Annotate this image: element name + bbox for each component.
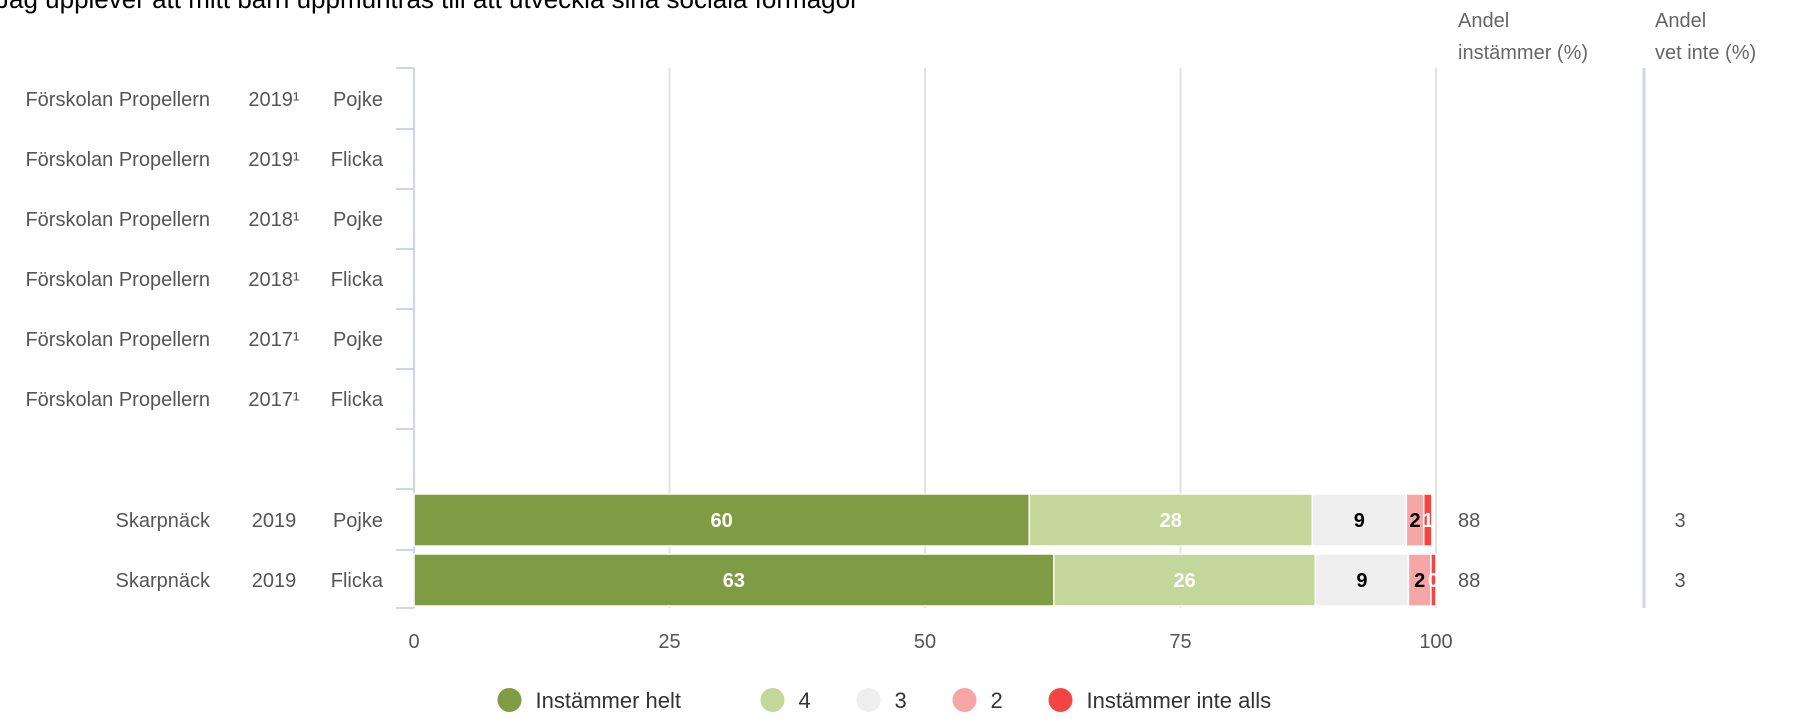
row-label-school: Förskolan Propellern bbox=[25, 329, 210, 351]
bar-segment bbox=[1422, 493, 1433, 547]
bar-data-label: 2 bbox=[1409, 510, 1420, 532]
legend-label: 2 bbox=[991, 688, 1003, 713]
bar-segment bbox=[1430, 553, 1437, 607]
legend-marker bbox=[497, 688, 522, 712]
row-label-gender: Flicka bbox=[331, 269, 384, 291]
row-label-gender: Pojke bbox=[333, 329, 383, 351]
row-labels: Förskolan Propellern 2019¹ Pojke Förskolan … bbox=[25, 89, 383, 592]
row-label-year: 2017¹ bbox=[248, 389, 299, 411]
x-tick-label: 25 bbox=[658, 631, 680, 653]
bar-data-label: 9 bbox=[1354, 510, 1365, 532]
bar-data-label: 2 bbox=[1414, 570, 1425, 592]
row-label-year: 2017¹ bbox=[248, 329, 299, 351]
row-label-year: 2019¹ bbox=[248, 89, 299, 111]
bars: 60 28 9 2 163 26 9 2 0 bbox=[413, 493, 1439, 607]
bar-segment bbox=[1028, 493, 1314, 547]
andel-vet-inte-value: 3 bbox=[1674, 510, 1685, 532]
bar-data-label: 63 bbox=[723, 570, 745, 592]
row-label-gender: Flicka bbox=[331, 149, 384, 171]
bar-segment bbox=[413, 553, 1055, 607]
row-label-school: Förskolan Propellern bbox=[25, 209, 210, 231]
bar-data-label: 9 bbox=[1356, 570, 1367, 592]
row-label-year: 2018¹ bbox=[248, 209, 299, 231]
bar-segment bbox=[1311, 493, 1408, 547]
legend-marker bbox=[1048, 688, 1073, 712]
gridlines bbox=[396, 67, 1646, 609]
andel-vet-inte-value: 3 bbox=[1674, 570, 1685, 592]
row-label-school: Förskolan Propellern bbox=[25, 149, 210, 171]
bar-data-label: 28 bbox=[1160, 510, 1182, 532]
bar-data-label: 26 bbox=[1173, 570, 1195, 592]
legend-marker bbox=[760, 688, 785, 712]
bar-data-label: 1 bbox=[1422, 510, 1433, 532]
column-header-vet-inte-line2: vet inte (%) bbox=[1655, 42, 1756, 64]
row-label-school: Skarpnäck bbox=[116, 510, 211, 532]
row-label-gender: Pojke bbox=[333, 209, 383, 231]
row-label-gender: Pojke bbox=[333, 89, 383, 111]
row-label-school: Förskolan Propellern bbox=[25, 89, 210, 111]
andel-instammer-value: 88 bbox=[1458, 510, 1480, 532]
bar-segment bbox=[413, 493, 1030, 547]
x-tick-label: 50 bbox=[914, 631, 936, 653]
row-label-school: Skarpnäck bbox=[116, 570, 211, 592]
x-tick-label: 0 bbox=[408, 631, 419, 653]
x-tick-label: 100 bbox=[1419, 631, 1452, 653]
row-label-gender: Pojke bbox=[333, 510, 383, 532]
column-header-instammer-line2: instämmer (%) bbox=[1458, 42, 1588, 64]
bar-segment bbox=[1053, 553, 1317, 607]
legend-label: 3 bbox=[895, 688, 907, 713]
row-label-gender: Flicka bbox=[331, 570, 384, 592]
side-values: 88 3 88 3 bbox=[1458, 510, 1686, 592]
column-header-vet-inte-line1: Andel bbox=[1655, 10, 1706, 32]
x-tick-label: 75 bbox=[1169, 631, 1191, 653]
andel-instammer-value: 88 bbox=[1458, 570, 1480, 592]
column-header-instammer-line1: Andel bbox=[1458, 10, 1509, 32]
legend-label: Instämmer helt bbox=[536, 688, 682, 713]
row-label-year: 2018¹ bbox=[248, 269, 299, 291]
legend-marker bbox=[856, 688, 881, 712]
legend-label: 4 bbox=[799, 688, 811, 713]
legend: Instämmer helt 4 3 2 Instämmer inte alls bbox=[497, 688, 1272, 713]
row-label-school: Förskolan Propellern bbox=[25, 389, 210, 411]
row-label-year: 2019 bbox=[252, 570, 297, 592]
row-label-year: 2019¹ bbox=[248, 149, 299, 171]
legend-marker bbox=[952, 688, 977, 712]
x-axis-ticks: 0 25 50 75 100 bbox=[408, 631, 1452, 653]
chart-title: Jag upplever att mitt barn uppmuntras ti… bbox=[0, 0, 859, 14]
column-headers: Andel instämmer (%) Andel vet inte (%) bbox=[1458, 10, 1756, 64]
row-label-year: 2019 bbox=[252, 510, 297, 532]
row-label-gender: Flicka bbox=[331, 389, 384, 411]
bar-data-label: 60 bbox=[710, 510, 732, 532]
legend-label: Instämmer inte alls bbox=[1087, 688, 1272, 713]
row-label-school: Förskolan Propellern bbox=[25, 269, 210, 291]
bar-data-label: 0 bbox=[1428, 570, 1439, 592]
